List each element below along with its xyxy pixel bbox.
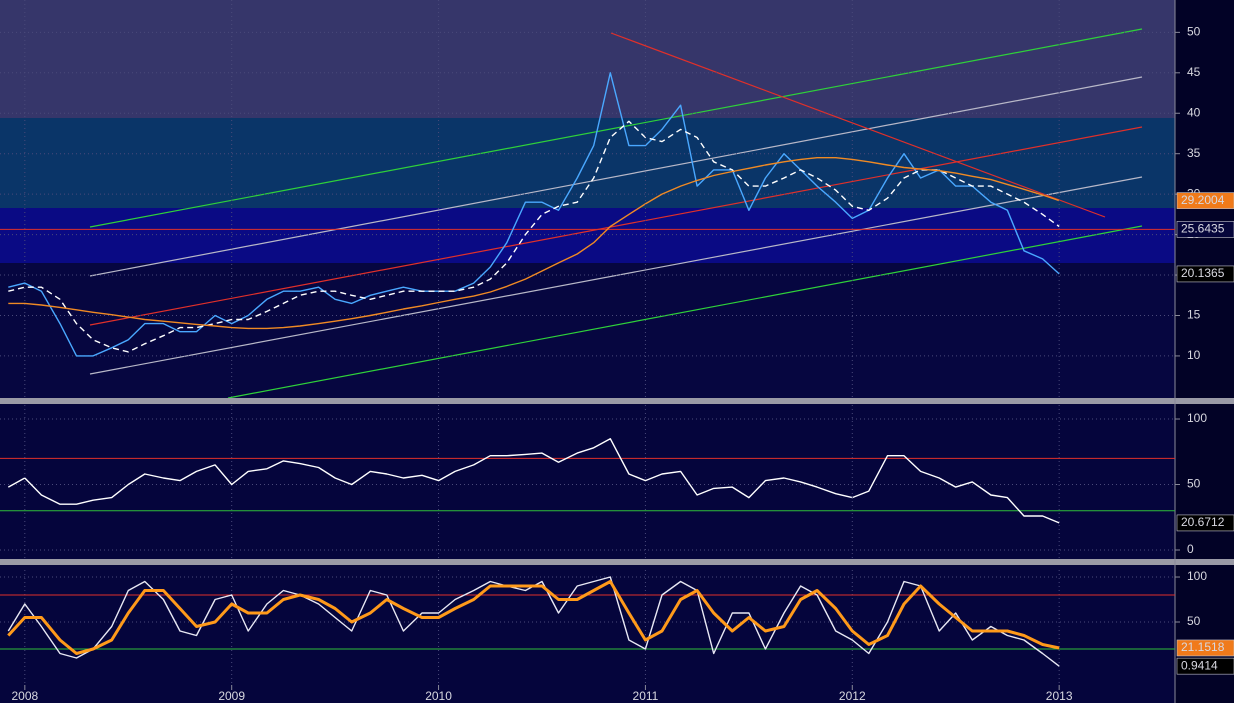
y-tick-label: 0 xyxy=(1187,542,1194,556)
series-line xyxy=(8,72,1060,357)
value-label: 0.9414 xyxy=(1181,658,1218,672)
panel-separator xyxy=(0,559,1234,565)
trend-line xyxy=(610,32,1106,218)
y-tick-label: 50 xyxy=(1187,614,1201,628)
panel-separator xyxy=(0,398,1234,404)
y-tick-label: 15 xyxy=(1187,308,1201,322)
axis-bg xyxy=(1175,0,1234,703)
series-line xyxy=(7,438,1060,524)
trend-line xyxy=(89,28,1143,228)
trend-line xyxy=(89,76,1143,277)
value-label: 25.6435 xyxy=(1181,222,1225,236)
value-label-box xyxy=(1176,514,1234,532)
y-tick-label: 50 xyxy=(1187,477,1201,491)
value-label: 21.1518 xyxy=(1181,640,1225,654)
value-label: 20.6712 xyxy=(1181,515,1225,529)
zone-band xyxy=(0,263,1175,399)
trend-line xyxy=(89,126,1143,326)
zone-band xyxy=(0,208,1175,263)
panel-bg xyxy=(0,566,1175,703)
trend-line xyxy=(227,225,1143,399)
value-label-box xyxy=(1176,657,1234,675)
value-label: 20.1365 xyxy=(1181,266,1225,280)
x-tick-label: 2011 xyxy=(633,689,659,703)
value-label-box xyxy=(1176,221,1234,238)
y-tick-label: 40 xyxy=(1187,105,1201,119)
x-tick-label: 2009 xyxy=(218,689,245,703)
y-tick-label: 45 xyxy=(1187,65,1201,79)
y-tick-label: 35 xyxy=(1187,146,1201,160)
value-label-box xyxy=(1176,639,1234,657)
x-tick-label: 2012 xyxy=(839,689,866,703)
x-tick-label: 2008 xyxy=(11,689,38,703)
x-tick-label: 2013 xyxy=(1046,689,1073,703)
value-label-box xyxy=(1176,265,1234,283)
y-tick-label: 50 xyxy=(1187,25,1201,39)
series-line xyxy=(7,580,1060,655)
panel-bg xyxy=(0,405,1175,559)
series-line xyxy=(8,157,1060,330)
y-tick-label: 10 xyxy=(1187,348,1201,362)
x-tick-label: 2010 xyxy=(425,689,452,703)
y-tick-label: 100 xyxy=(1187,411,1207,425)
y-tick-label: 100 xyxy=(1187,569,1207,583)
value-label-box xyxy=(1176,192,1234,209)
trend-lines xyxy=(89,28,1143,399)
zone-band xyxy=(0,0,1175,118)
series-line xyxy=(8,120,1060,353)
value-label: 29.2004 xyxy=(1181,193,1225,207)
